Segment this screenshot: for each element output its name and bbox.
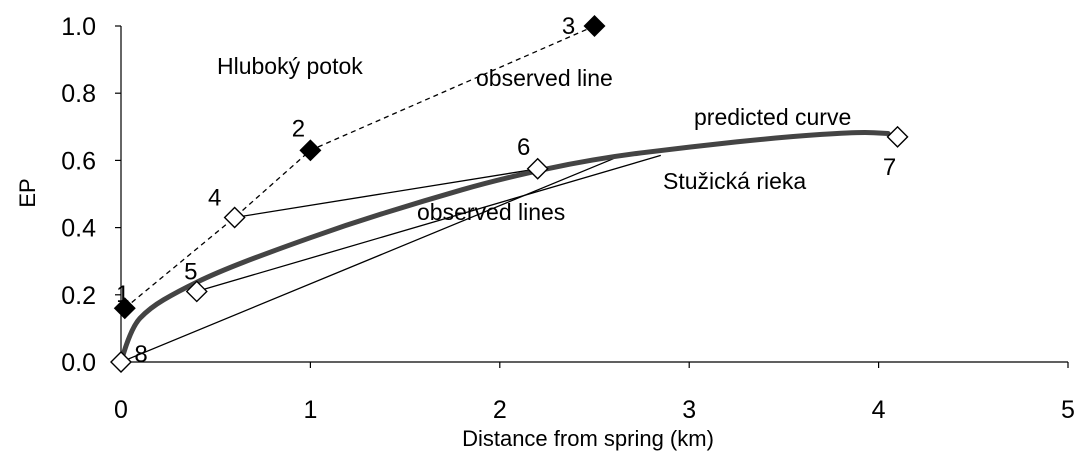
observed-dashed-line <box>124 25 595 309</box>
x-tick-label: 2 <box>493 396 507 424</box>
labels: Hluboký potok observed line predicted cu… <box>15 13 896 451</box>
point-label: 8 <box>134 341 147 368</box>
x-tick-label: 5 <box>1061 396 1075 424</box>
observed-line <box>120 158 614 363</box>
y-tick-label: 1.0 <box>61 13 96 41</box>
x-tick-label: 3 <box>682 396 696 424</box>
y-axis-title: EP <box>15 178 40 207</box>
annotation-observed-line: observed line <box>476 65 613 91</box>
open-diamond-marker <box>526 157 549 180</box>
y-tick-label: 0.6 <box>61 147 96 175</box>
annotation-stuzicka-rieka: Stužická rieka <box>663 168 806 194</box>
y-tick-label: 0.2 <box>61 282 96 310</box>
annotation-predicted-curve: predicted curve <box>694 104 851 130</box>
markers <box>110 15 909 373</box>
filled-diamond-marker <box>583 15 606 37</box>
point-label: 2 <box>292 115 305 142</box>
observed-line <box>234 168 538 219</box>
point-label: 5 <box>184 258 197 285</box>
point-label: 4 <box>208 185 221 212</box>
open-diamond-marker <box>223 206 246 229</box>
open-diamond-marker <box>886 125 909 148</box>
y-tick-label: 0.8 <box>61 80 96 108</box>
filled-diamond-marker <box>299 139 322 162</box>
annotation-observed-lines: observed lines <box>417 199 565 225</box>
axes: 0 1 2 3 4 5 0.0 0.2 0.4 0.6 0.8 1.0 <box>61 13 1075 424</box>
predicted-curve <box>118 129 891 365</box>
open-diamond-marker <box>110 351 132 373</box>
plot-lines <box>118 25 891 365</box>
point-label: 3 <box>562 13 575 40</box>
y-tick-label: 0.0 <box>61 349 96 377</box>
x-tick-label: 0 <box>114 396 128 424</box>
filled-diamond-marker <box>113 297 136 320</box>
observed-line <box>196 154 661 293</box>
x-axis-title: Distance from spring (km) <box>462 426 714 451</box>
annotation-hluboky-potok: Hluboký potok <box>217 53 363 79</box>
point-label: 7 <box>883 154 896 181</box>
x-tick-label: 1 <box>303 396 317 424</box>
x-tick-label: 4 <box>872 396 886 424</box>
point-label: 1 <box>116 281 129 308</box>
y-tick-label: 0.4 <box>61 215 96 243</box>
point-label: 6 <box>517 134 530 161</box>
open-diamond-marker <box>185 280 208 303</box>
